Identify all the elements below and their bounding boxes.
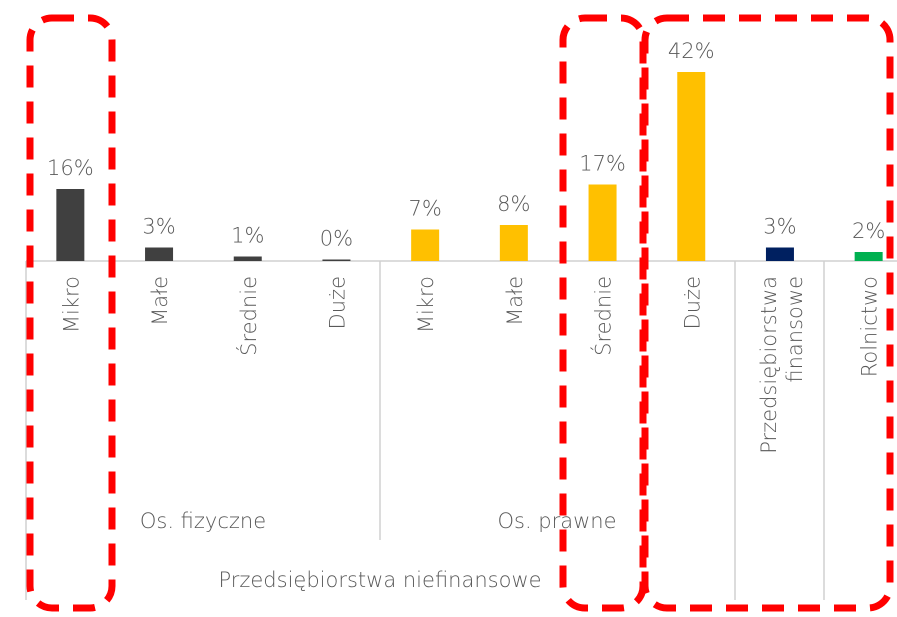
x-tick-label: Mikro xyxy=(414,276,438,333)
x-tick-label: Małe xyxy=(503,276,527,326)
bar xyxy=(854,252,883,261)
x-tick-label: Małe xyxy=(148,276,172,326)
plot: 16% Mikro 3% Małe 1% Średnie 0% Duże 7% Mikro 8% Ma… xyxy=(47,39,885,454)
bar xyxy=(499,225,528,261)
data-label: 3% xyxy=(142,215,175,239)
data-label: 42% xyxy=(668,39,715,63)
data-label: 16% xyxy=(47,156,94,180)
data-label: 17% xyxy=(579,152,626,176)
group-label: Os. prawne xyxy=(497,509,616,533)
highlight-box xyxy=(559,14,647,612)
data-label: 0% xyxy=(320,227,353,251)
bar xyxy=(145,247,174,261)
bar xyxy=(56,189,85,261)
bar xyxy=(411,229,440,261)
group-label: Os. fizyczne xyxy=(140,509,266,533)
x-tick-label: Duże xyxy=(325,276,349,329)
data-label: 1% xyxy=(231,224,264,248)
data-label: 2% xyxy=(852,219,885,243)
bar xyxy=(233,256,262,261)
data-label: 7% xyxy=(408,197,441,221)
highlight-box xyxy=(641,14,894,612)
bar xyxy=(677,72,706,261)
bar xyxy=(322,259,351,261)
bar xyxy=(588,184,617,261)
highlight-box xyxy=(26,14,116,612)
group-label: Przedsiębiorstwa niefinansowe xyxy=(218,568,541,592)
bar xyxy=(765,247,794,261)
x-tick-label: Rolnictwo xyxy=(858,276,882,377)
x-tick-label: Przedsiębiorstwafinansowe xyxy=(757,276,807,454)
x-tick-label: Duże xyxy=(680,276,704,329)
data-label: 3% xyxy=(763,215,796,239)
x-tick-label: Średnie xyxy=(591,276,616,356)
x-tick-label: Mikro xyxy=(59,276,83,333)
x-tick-label: Średnie xyxy=(236,276,261,356)
data-label: 8% xyxy=(497,192,530,216)
